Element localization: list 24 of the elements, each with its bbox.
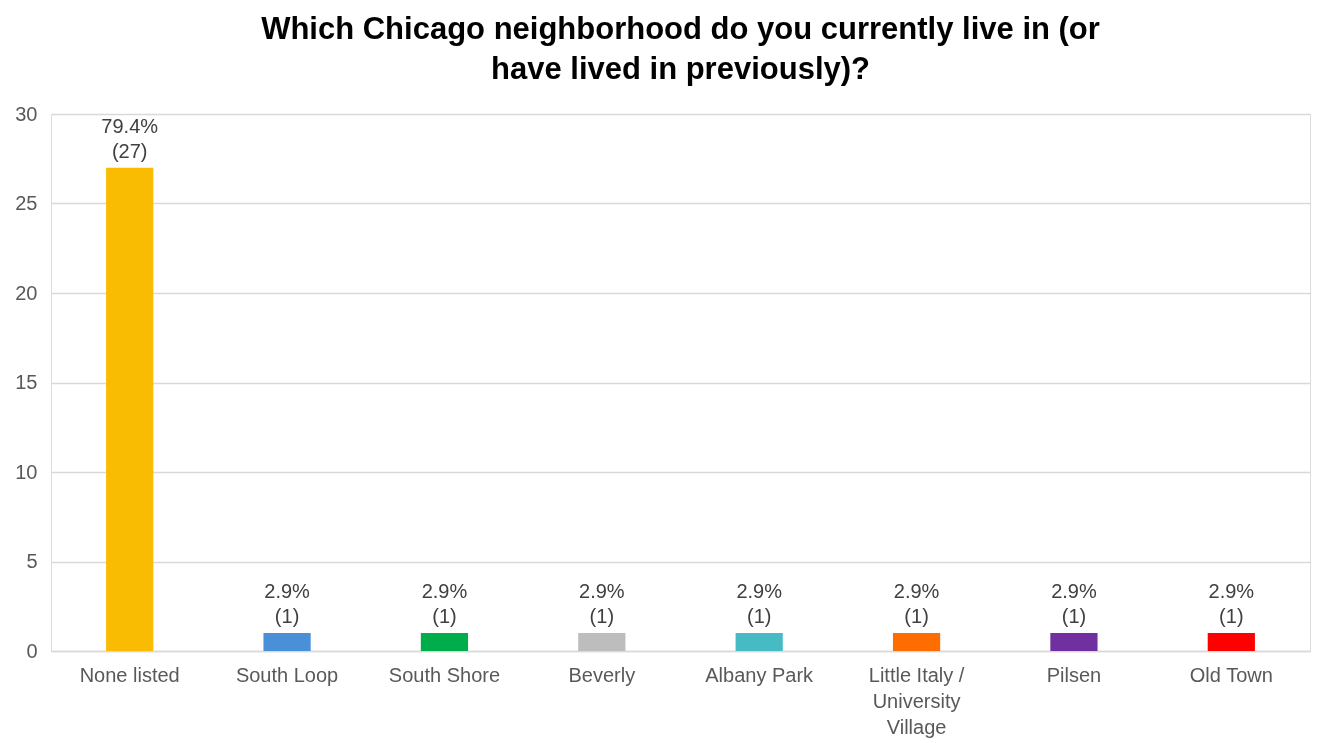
x-tick-label: None listed — [79, 663, 180, 686]
y-tick-label: 20 — [15, 281, 38, 304]
x-tick-label: Albany Park — [705, 663, 815, 686]
y-tick-label: 25 — [15, 192, 38, 214]
x-tick-label: Pilsen — [1046, 663, 1102, 686]
x-tick-label: Old Town — [1189, 663, 1273, 686]
y-tick-label: 0 — [26, 639, 38, 662]
x-tick-label: Beverly — [568, 663, 636, 686]
data-label: 79.4% (27) — [101, 114, 159, 162]
y-tick-label: 30 — [15, 102, 38, 125]
y-tick-label: 15 — [15, 371, 38, 393]
chart-title: Which Chicago neighborhood do you currently live in (or have lived in previously)? — [261, 11, 1100, 86]
x-tick-label: South Loop — [235, 663, 339, 686]
data-label: 2.9% (1) — [579, 580, 625, 628]
y-tick-label: 5 — [26, 550, 38, 572]
data-label: 2.9% (1) — [421, 580, 468, 628]
y-tick-label: 10 — [15, 460, 38, 483]
data-label: 2.9% (1) — [1051, 580, 1097, 628]
data-label: 2.9% (1) — [736, 580, 783, 628]
x-tick-label: Little Italy / University Village — [868, 663, 965, 738]
data-label: 2.9% (1) — [1208, 580, 1255, 628]
data-label: 2.9% (1) — [893, 580, 940, 628]
data-label: 2.9% (1) — [264, 580, 311, 628]
x-tick-label: South Shore — [388, 663, 501, 686]
